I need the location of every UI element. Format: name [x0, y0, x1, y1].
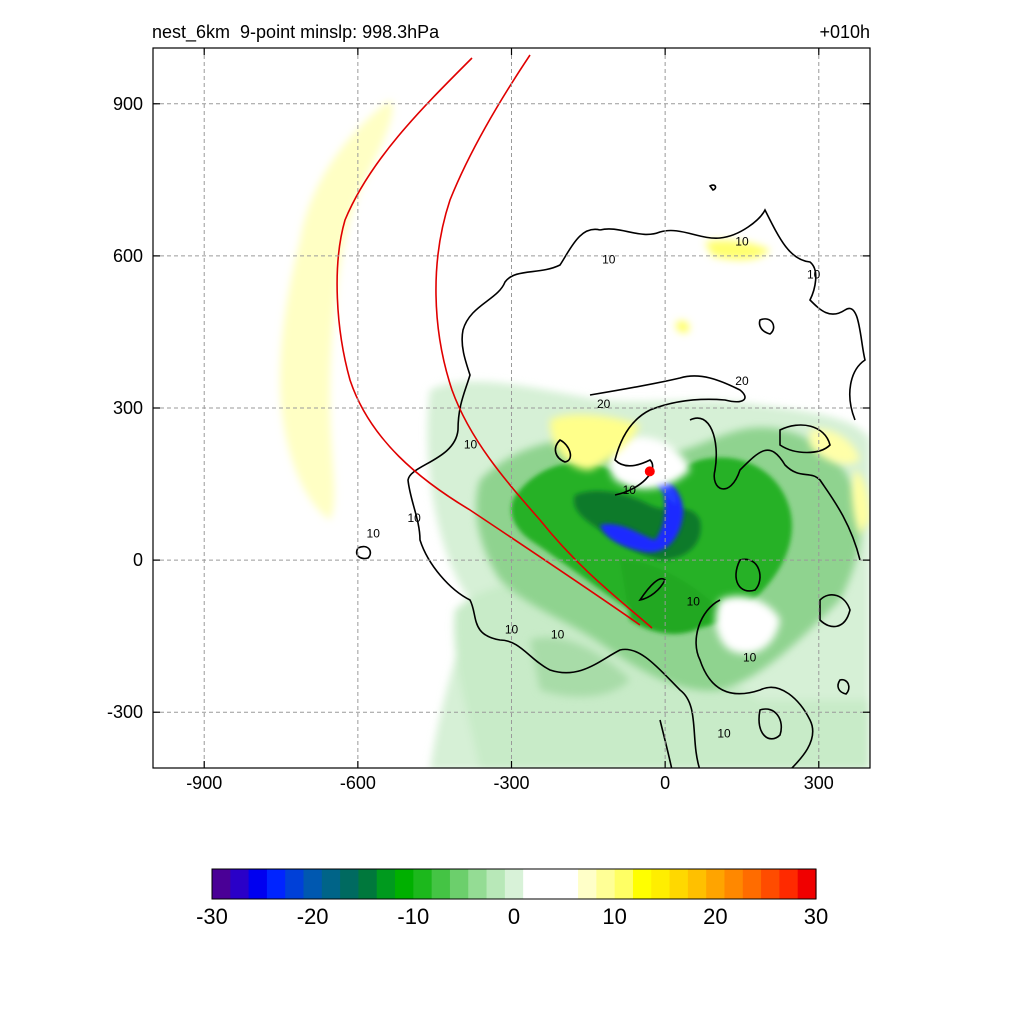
track-cone — [336, 54, 653, 629]
colorbar-swatch — [596, 869, 616, 899]
contour-label: 10 — [743, 651, 757, 665]
contour-labels: 10 10 10 10 10 10 10 10 10 20 20 10 10 10 — [367, 235, 821, 741]
contour-loop — [779, 424, 831, 454]
contour-loop — [819, 594, 851, 628]
axis-ticks — [153, 48, 870, 768]
white-clearing — [608, 436, 780, 654]
colorbar-tick-label: -30 — [196, 904, 228, 929]
colorbar-swatch — [230, 869, 250, 899]
colorbar-tick-label: 20 — [703, 904, 728, 929]
contour-label: 20 — [735, 374, 749, 388]
colorbar-swatch — [395, 869, 414, 899]
contour-loop — [758, 318, 775, 335]
contour-loop — [355, 545, 372, 560]
x-tick-label: -600 — [339, 773, 376, 793]
contour-label: 10 — [687, 595, 701, 609]
contour-label: 10 — [505, 623, 519, 637]
colorbar-swatch — [742, 869, 762, 899]
forecast-hour-label: +010h — [819, 22, 870, 42]
track-left-boundary — [336, 57, 641, 626]
colorbar-swatch — [797, 869, 817, 899]
colorbar-swatch — [468, 869, 488, 899]
colorbar-swatch — [706, 869, 726, 899]
colorbar-swatch — [266, 869, 286, 899]
colorbar-swatch — [523, 869, 543, 899]
colorbar-swatch — [449, 869, 469, 899]
contour-label: 10 — [623, 483, 637, 497]
colorbar-swatch — [248, 869, 268, 899]
colorbar-swatch — [632, 869, 652, 899]
colorbar-swatch — [212, 869, 231, 899]
contour-label: 10 — [602, 252, 616, 266]
chart-title: nest_6km 9-point minslp: 998.3hPa — [152, 22, 440, 42]
y-tick-label: -300 — [106, 702, 143, 723]
contour-loop — [837, 678, 850, 695]
contour-loop — [708, 184, 717, 191]
colorbar-swatch — [559, 869, 579, 899]
shaded-field — [280, 100, 870, 768]
x-tick-label: 0 — [660, 773, 671, 793]
colorbar-swatch — [486, 869, 506, 899]
colorbar-swatch — [321, 869, 341, 899]
contour-loop — [554, 439, 572, 463]
x-tick-label: -900 — [186, 773, 223, 793]
colorbar-swatch — [413, 869, 433, 899]
contour-label: 10 — [735, 235, 749, 249]
colorbar-tick-label: 10 — [602, 904, 627, 929]
contour-label: 10 — [717, 727, 731, 741]
contour-line — [689, 417, 861, 561]
colorbar-frame — [211, 868, 817, 900]
colorbar-swatch — [651, 869, 671, 899]
colorbar-swatch — [669, 869, 689, 899]
contour-label: 10 — [551, 628, 565, 642]
colorbar — [211, 868, 817, 900]
y-tick-label: 0 — [132, 550, 143, 571]
x-tick-label: 300 — [803, 773, 834, 793]
colorbar-swatch — [761, 869, 780, 899]
storm-center-marker — [644, 466, 655, 477]
contour-label: 10 — [464, 438, 478, 452]
track-right-boundary — [435, 54, 653, 629]
colorbar-swatch — [504, 869, 524, 899]
yellow-regions — [280, 100, 870, 535]
colorbar-tick-label: -10 — [397, 904, 430, 929]
colorbar-swatch — [285, 869, 305, 899]
colorbar-swatch — [358, 869, 378, 899]
colorbar-swatch — [376, 869, 396, 899]
colorbar-tick-label: 0 — [507, 904, 521, 929]
y-tick-label: 900 — [112, 93, 143, 114]
colorbar-swatch — [687, 869, 707, 899]
colorbar-swatch — [431, 869, 451, 899]
contour-line — [695, 599, 814, 768]
contour-loop — [758, 708, 782, 740]
colorbar-swatch — [578, 869, 597, 899]
contour-loop — [735, 558, 761, 592]
contour-label: 20 — [597, 397, 611, 411]
contour-line — [407, 228, 701, 768]
grid — [153, 48, 870, 768]
x-tick-label: -300 — [493, 773, 530, 793]
contour-line — [599, 208, 866, 421]
colorbar-swatch — [303, 869, 323, 899]
contour-line — [589, 375, 746, 496]
colorbar-swatch — [724, 869, 744, 899]
colorbar-tick-label: -20 — [296, 904, 329, 929]
y-tick-label: 300 — [112, 398, 143, 418]
contour-label: 10 — [408, 511, 422, 525]
contour-label: 10 — [367, 526, 381, 540]
black-contours — [355, 184, 866, 768]
colorbar-swatch — [779, 869, 799, 899]
contour-line — [659, 719, 673, 768]
storm-center-layer — [644, 466, 655, 477]
y-tick-label: 600 — [112, 245, 143, 266]
colorbar-swatch — [614, 869, 634, 899]
colorbar-swatch — [541, 869, 561, 899]
colorbar-swatch — [340, 869, 360, 899]
colorbar-tick-label: 30 — [803, 904, 829, 929]
contour-label: 10 — [807, 268, 821, 282]
